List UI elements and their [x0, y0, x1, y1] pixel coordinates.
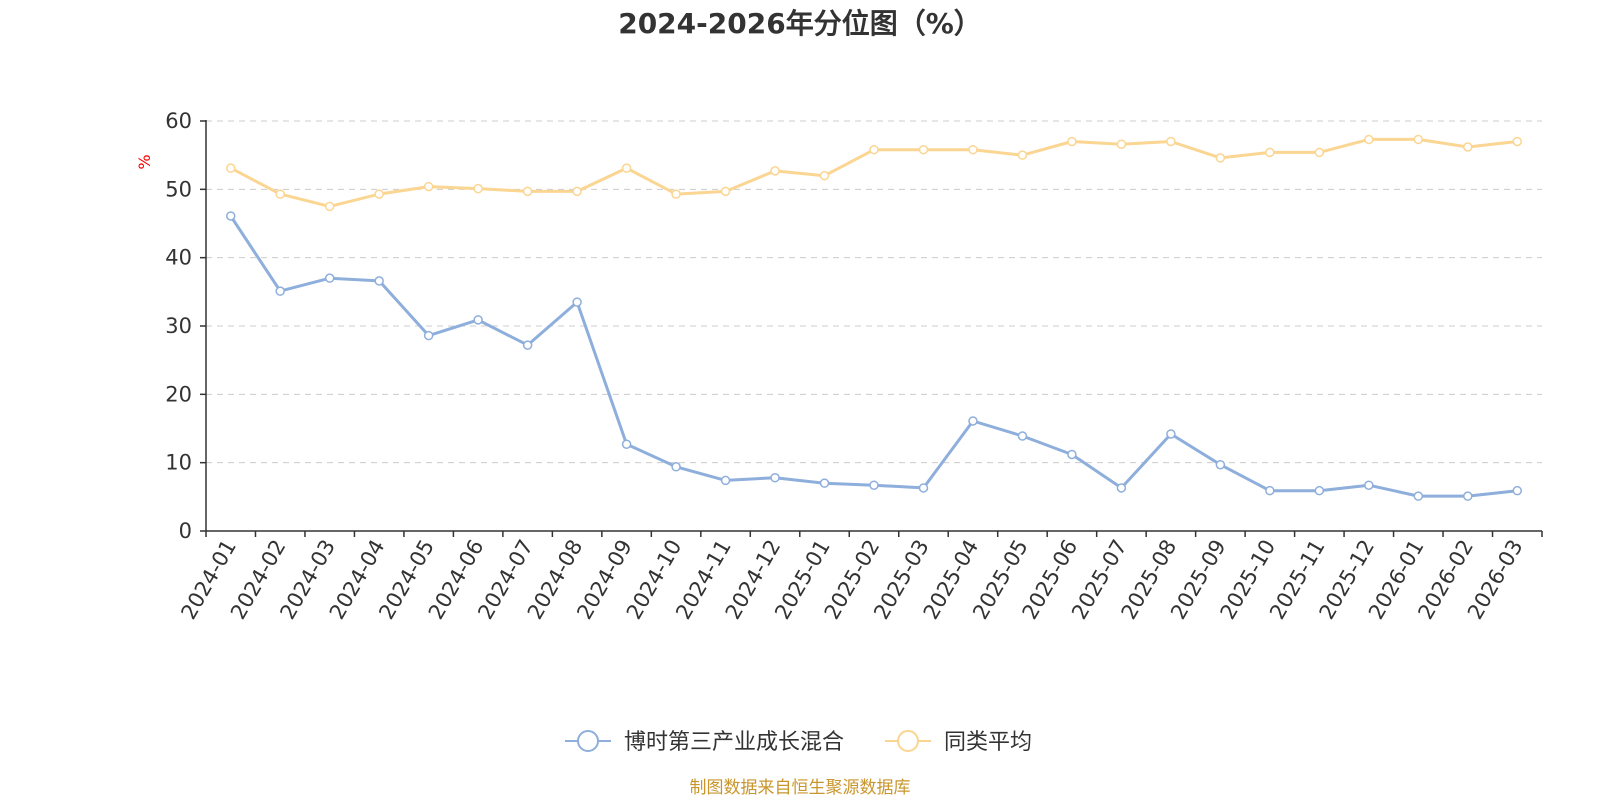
data-point-avg-2025-01	[819, 170, 830, 181]
data-point-fund-2025-10	[1265, 485, 1275, 496]
data-point-avg-2024-09	[621, 163, 632, 173]
chart-title: 2024-2026年分位图（%）	[618, 7, 982, 40]
data-point-fund-2026-01	[1413, 491, 1424, 501]
data-point-avg-2024-06	[473, 183, 483, 194]
y-axis-label: %	[135, 154, 154, 169]
data-point-avg-2024-05	[423, 181, 434, 192]
data-point-fund-2025-12	[1364, 480, 1374, 490]
series-line-fund	[229, 215, 1518, 498]
data-point-avg-2026-02	[1463, 142, 1473, 152]
data-point-fund-2025-02	[869, 480, 879, 490]
data-point-avg-2024-11	[720, 186, 731, 197]
data-point-avg-2025-02	[869, 144, 879, 155]
data-point-fund-2024-09	[621, 439, 632, 449]
data-point-avg-2026-01	[1413, 134, 1424, 145]
y-tick-label-20: 20	[165, 382, 192, 406]
source-note: 制图数据来自恒生聚源数据库	[690, 778, 911, 798]
data-point-avg-2024-02	[275, 189, 285, 199]
data-point-avg-2025-06	[1067, 136, 1077, 147]
legend[interactable]: 博时第三产业成长混合 同类平均	[565, 730, 1032, 755]
data-point-avg-2025-10	[1265, 147, 1275, 158]
data-point-fund-2026-02	[1463, 491, 1473, 501]
legend-marker-avg	[897, 730, 919, 752]
data-point-fund-2024-01	[225, 211, 236, 221]
data-point-avg-2025-12	[1364, 134, 1374, 145]
data-point-fund-2025-04	[968, 416, 978, 426]
data-point-avg-2025-05	[1017, 150, 1028, 160]
data-point-fund-2025-03	[918, 483, 929, 493]
data-point-fund-2025-05	[1017, 431, 1028, 441]
data-point-avg-2026-03	[1512, 136, 1523, 147]
data-point-fund-2024-12	[770, 472, 780, 483]
data-point-avg-2025-09	[1215, 153, 1226, 163]
data-point-avg-2024-07	[522, 186, 533, 197]
data-point-fund-2024-10	[671, 462, 681, 472]
series-layer	[225, 134, 1523, 501]
y-tick-label-30: 30	[165, 314, 192, 338]
data-point-fund-2024-04	[374, 276, 384, 286]
data-point-avg-2025-11	[1314, 147, 1325, 158]
legend-item-avg[interactable]: 同类平均	[885, 730, 1032, 755]
gridlines	[206, 120, 1542, 464]
data-point-fund-2024-05	[423, 330, 434, 341]
y-tick-label-40: 40	[165, 246, 192, 270]
y-tick-label-60: 60	[165, 109, 192, 133]
data-point-avg-2024-03	[324, 201, 335, 212]
data-point-avg-2025-03	[918, 144, 929, 155]
data-point-fund-2025-06	[1067, 449, 1077, 460]
y-tick-label-50: 50	[165, 177, 192, 201]
data-point-fund-2024-06	[473, 315, 483, 325]
data-point-fund-2024-02	[275, 286, 285, 296]
data-point-avg-2024-04	[374, 189, 384, 199]
data-point-fund-2025-01	[819, 478, 830, 488]
y-tick-label-0: 0	[179, 519, 192, 543]
data-point-avg-2024-01	[225, 163, 236, 173]
data-point-avg-2025-08	[1166, 136, 1176, 147]
legend-label-fund: 博时第三产业成长混合	[624, 730, 844, 755]
data-point-avg-2025-04	[968, 144, 978, 155]
data-point-fund-2025-11	[1314, 485, 1325, 496]
data-point-fund-2025-07	[1116, 483, 1127, 493]
data-point-avg-2024-12	[770, 166, 780, 176]
data-point-fund-2026-03	[1512, 485, 1523, 496]
data-point-fund-2024-07	[522, 340, 533, 350]
data-point-fund-2024-03	[324, 273, 335, 283]
data-point-avg-2024-10	[671, 189, 681, 199]
legend-item-fund[interactable]: 博时第三产业成长混合	[565, 730, 844, 755]
legend-marker-fund	[577, 730, 599, 752]
data-point-avg-2025-07	[1116, 139, 1127, 149]
legend-label-avg: 同类平均	[944, 730, 1032, 755]
data-point-fund-2025-09	[1215, 459, 1226, 470]
data-point-fund-2025-08	[1166, 429, 1176, 439]
data-point-fund-2024-08	[572, 297, 582, 307]
data-point-avg-2024-08	[572, 186, 582, 197]
y-tick-label-10: 10	[165, 451, 192, 475]
axes: 01020304050602024-012024-022024-032024-0…	[165, 109, 1543, 623]
data-point-fund-2024-11	[720, 475, 731, 486]
